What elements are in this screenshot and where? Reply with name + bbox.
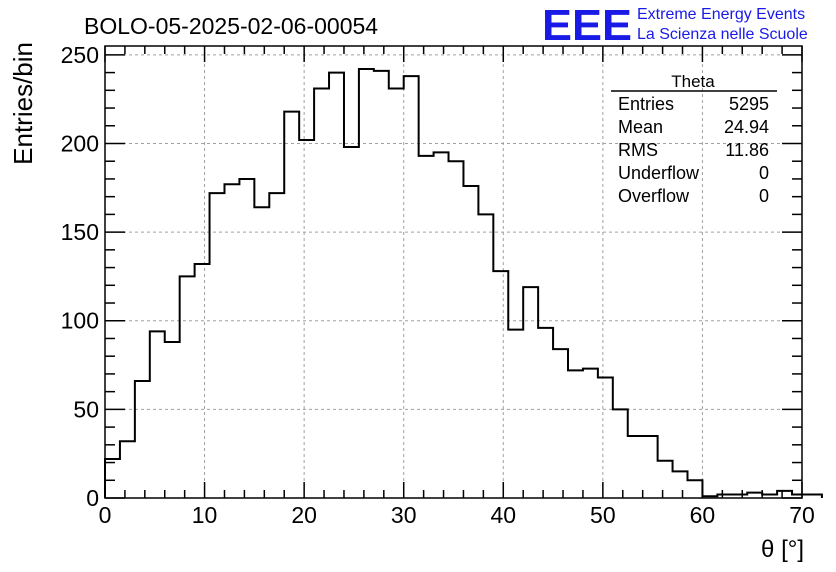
histogram-bin [777,491,792,498]
stats-title: Theta [671,72,715,91]
histogram-bin [478,214,493,498]
histogram-bin [673,471,688,498]
histogram-bin [449,161,464,498]
histogram-bin [404,76,419,498]
stats-value: 11.86 [725,140,769,160]
y-tick-label: 250 [61,42,99,68]
histogram-bin [374,71,389,498]
histogram-bin [299,140,314,498]
histogram-bin [389,89,404,498]
x-tick-label: 50 [590,502,616,528]
stats-label: Mean [618,117,663,137]
logo-line-2: La Scienza nelle Scuole [637,26,808,43]
histogram-bin [314,89,329,498]
histogram-bin [135,381,150,498]
histogram-bin [687,480,702,498]
x-tick-labels: 0 10 20 30 40 50 60 70 [99,502,815,528]
chart-title: BOLO-05-2025-02-06-00054 [84,13,378,39]
stats-label: Entries [618,94,674,114]
y-tick-label: 100 [61,308,99,334]
logo-line-1: Extreme Energy Events [637,6,805,23]
histogram-bin [329,73,344,498]
x-axis-label: θ [°] [761,536,804,563]
x-tick-label: 20 [291,502,317,528]
histogram-bin [583,369,598,498]
histogram-bin [224,184,239,498]
histogram-bin [195,264,210,498]
eee-logo: EEE Extreme Energy Events La Scienza nel… [542,1,808,50]
histogram-bin [538,328,553,498]
histogram-bin [120,441,135,498]
y-tick-label: 200 [61,130,99,156]
histogram-bin [553,349,568,498]
stats-label: Underflow [618,163,700,183]
y-tick-label: 50 [73,396,99,422]
histogram-bin [150,331,165,498]
y-tick-label: 0 [86,485,99,511]
x-tick-label: 0 [99,502,112,528]
eee-logo-mark: EEE [542,1,632,50]
histogram-bin [568,370,583,498]
stats-label: RMS [618,140,658,160]
x-tick-label: 60 [690,502,716,528]
plot-frame [104,45,803,499]
histogram-bin [434,152,449,498]
x-tick-label: 30 [391,502,417,528]
histogram-bin [254,207,269,498]
histogram-bin [165,342,180,498]
histogram-bin [269,193,284,498]
axis-ticks [104,46,803,499]
y-axis-label: Entries/bin [8,42,38,165]
stats-value: 0 [759,163,769,183]
stats-value: 24.94 [724,117,769,137]
histogram-bin [284,112,299,498]
histogram-bin [344,147,359,498]
histogram-bin [658,461,673,498]
histogram-bin [628,436,643,498]
stats-label: Overflow [618,186,690,206]
histogram-bins [105,69,822,498]
x-tick-label: 70 [789,502,815,528]
histogram-bin [210,193,225,498]
histogram-bin [239,179,254,498]
histogram-bin [598,377,613,498]
histogram-bin [359,69,374,498]
y-tick-labels: 0 50 100 150 200 250 [61,42,99,511]
histogram-bin [105,459,120,498]
histogram-bin [180,276,195,498]
stats-rows: Entries 5295 Mean 24.94 RMS 11.86 Underflow 0 Ov… [618,94,769,206]
histogram-bin [419,156,434,498]
x-tick-label: 10 [192,502,218,528]
stats-value: 0 [759,186,769,206]
histogram-bin [508,330,523,498]
grid-lines [105,46,802,498]
histogram-bin [463,186,478,498]
x-tick-label: 40 [490,502,516,528]
histogram-bin [613,409,628,498]
histogram-bin [643,436,658,498]
histogram-bin [493,271,508,498]
histogram-outline [104,68,823,498]
stats-box: Theta Entries 5295 Mean 24.94 RMS 11.86 Underf… [611,72,777,206]
y-tick-label: 150 [61,219,99,245]
histogram-bin [523,287,538,498]
stats-value: 5295 [729,94,769,114]
